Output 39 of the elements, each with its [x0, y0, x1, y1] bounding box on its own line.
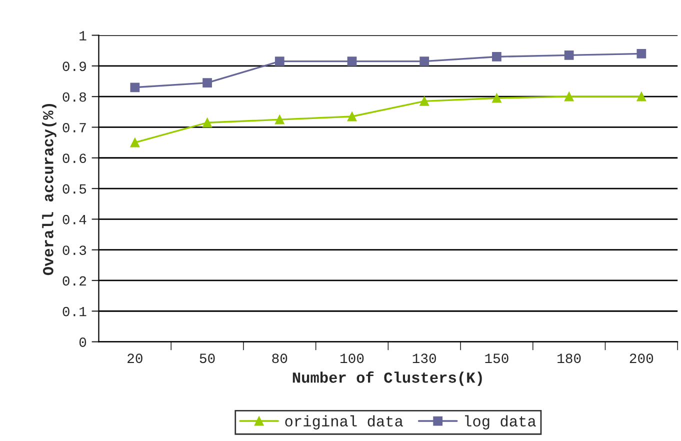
point	[420, 96, 430, 106]
point	[347, 112, 357, 122]
legend-label: log data	[465, 415, 536, 430]
point	[492, 93, 502, 103]
point	[636, 48, 646, 58]
x-tick-label: 80	[272, 354, 288, 364]
point	[130, 138, 140, 148]
x-tick-label: 100	[340, 354, 364, 364]
point	[274, 56, 284, 66]
point	[130, 82, 140, 92]
point	[347, 56, 357, 66]
x-tick-label: 150	[485, 354, 508, 364]
x-tick-label: 130	[412, 354, 436, 364]
y-tick-label: 0.4	[62, 214, 86, 224]
x-tick-label: 200	[630, 354, 654, 364]
y-axis-title: Overall accuracy(%)	[42, 104, 56, 276]
point	[202, 118, 212, 128]
point	[564, 50, 574, 60]
point	[564, 92, 574, 102]
point	[420, 56, 430, 66]
x-tick-label: 50	[200, 354, 215, 364]
x-tick-label: 20	[128, 354, 142, 364]
point	[202, 78, 212, 88]
point	[492, 52, 502, 62]
x-axis-title: Number of Clusters(K)	[292, 371, 482, 386]
y-tick-label: 0.1	[62, 306, 86, 316]
y-tick-label: 0.6	[62, 154, 86, 164]
y-tick-label: 0.2	[62, 276, 86, 286]
y-tick-label: 0.7	[62, 122, 86, 132]
y-tick-label: 0.3	[62, 246, 86, 255]
y-tick-label: 0.8	[62, 92, 86, 102]
y-tick-label: 1	[80, 31, 86, 40]
y-tick-label: 0.5	[62, 184, 86, 194]
y-tick-label: 0	[79, 338, 86, 347]
y-tick-label: 0.9	[62, 62, 86, 72]
point	[636, 92, 646, 102]
point	[274, 114, 284, 124]
legend-label: original data	[285, 415, 403, 430]
x-tick-label: 180	[558, 354, 581, 364]
